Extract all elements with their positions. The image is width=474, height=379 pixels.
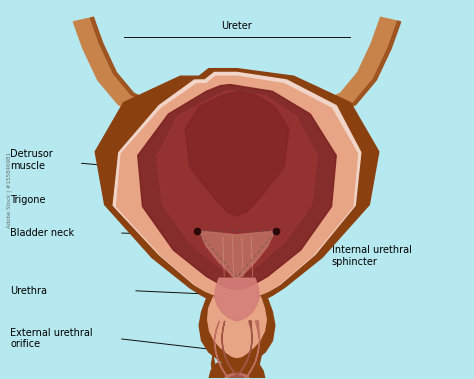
Polygon shape [304,17,401,114]
Polygon shape [214,321,260,379]
Polygon shape [73,17,170,114]
Polygon shape [215,278,259,321]
Polygon shape [138,85,336,290]
Text: Internal urethral
sphincter: Internal urethral sphincter [331,245,411,267]
Text: Trigone: Trigone [10,195,46,205]
Polygon shape [199,231,275,278]
Text: Ureter: Ureter [222,21,252,31]
Polygon shape [156,91,318,276]
Polygon shape [304,21,401,114]
Ellipse shape [222,371,252,379]
Text: Detrusor
muscle: Detrusor muscle [10,149,53,171]
Polygon shape [209,363,265,379]
Text: Adobe Stock | #155846981: Adobe Stock | #155846981 [7,152,12,227]
Polygon shape [91,17,155,101]
Polygon shape [211,320,263,379]
Text: Bladder neck: Bladder neck [10,228,74,238]
Ellipse shape [223,373,251,379]
Text: Ureteric orifices: Ureteric orifices [222,88,299,98]
Text: External urethral
orifice: External urethral orifice [10,328,93,349]
Text: Urethra: Urethra [10,286,47,296]
Polygon shape [208,297,266,357]
Polygon shape [113,72,361,298]
Polygon shape [199,299,275,368]
Polygon shape [95,69,379,305]
Polygon shape [185,91,289,216]
Ellipse shape [228,375,246,379]
Polygon shape [222,321,252,374]
Polygon shape [117,76,357,299]
